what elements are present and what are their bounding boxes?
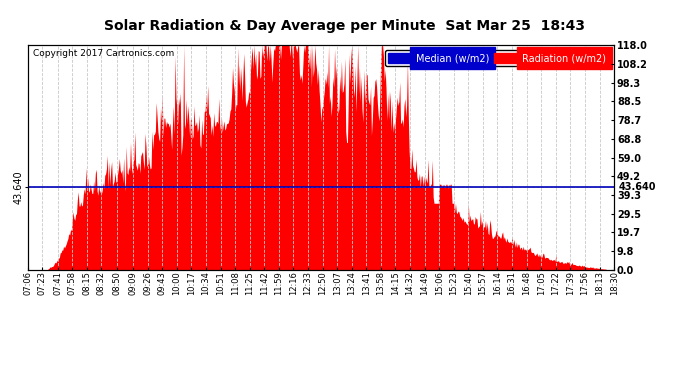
Text: Solar Radiation & Day Average per Minute  Sat Mar 25  18:43: Solar Radiation & Day Average per Minute… [104, 19, 586, 33]
Text: Copyright 2017 Cartronics.com: Copyright 2017 Cartronics.com [34, 50, 175, 58]
Text: 43.640: 43.640 [618, 182, 656, 192]
Legend: Median (w/m2), Radiation (w/m2): Median (w/m2), Radiation (w/m2) [385, 50, 609, 66]
